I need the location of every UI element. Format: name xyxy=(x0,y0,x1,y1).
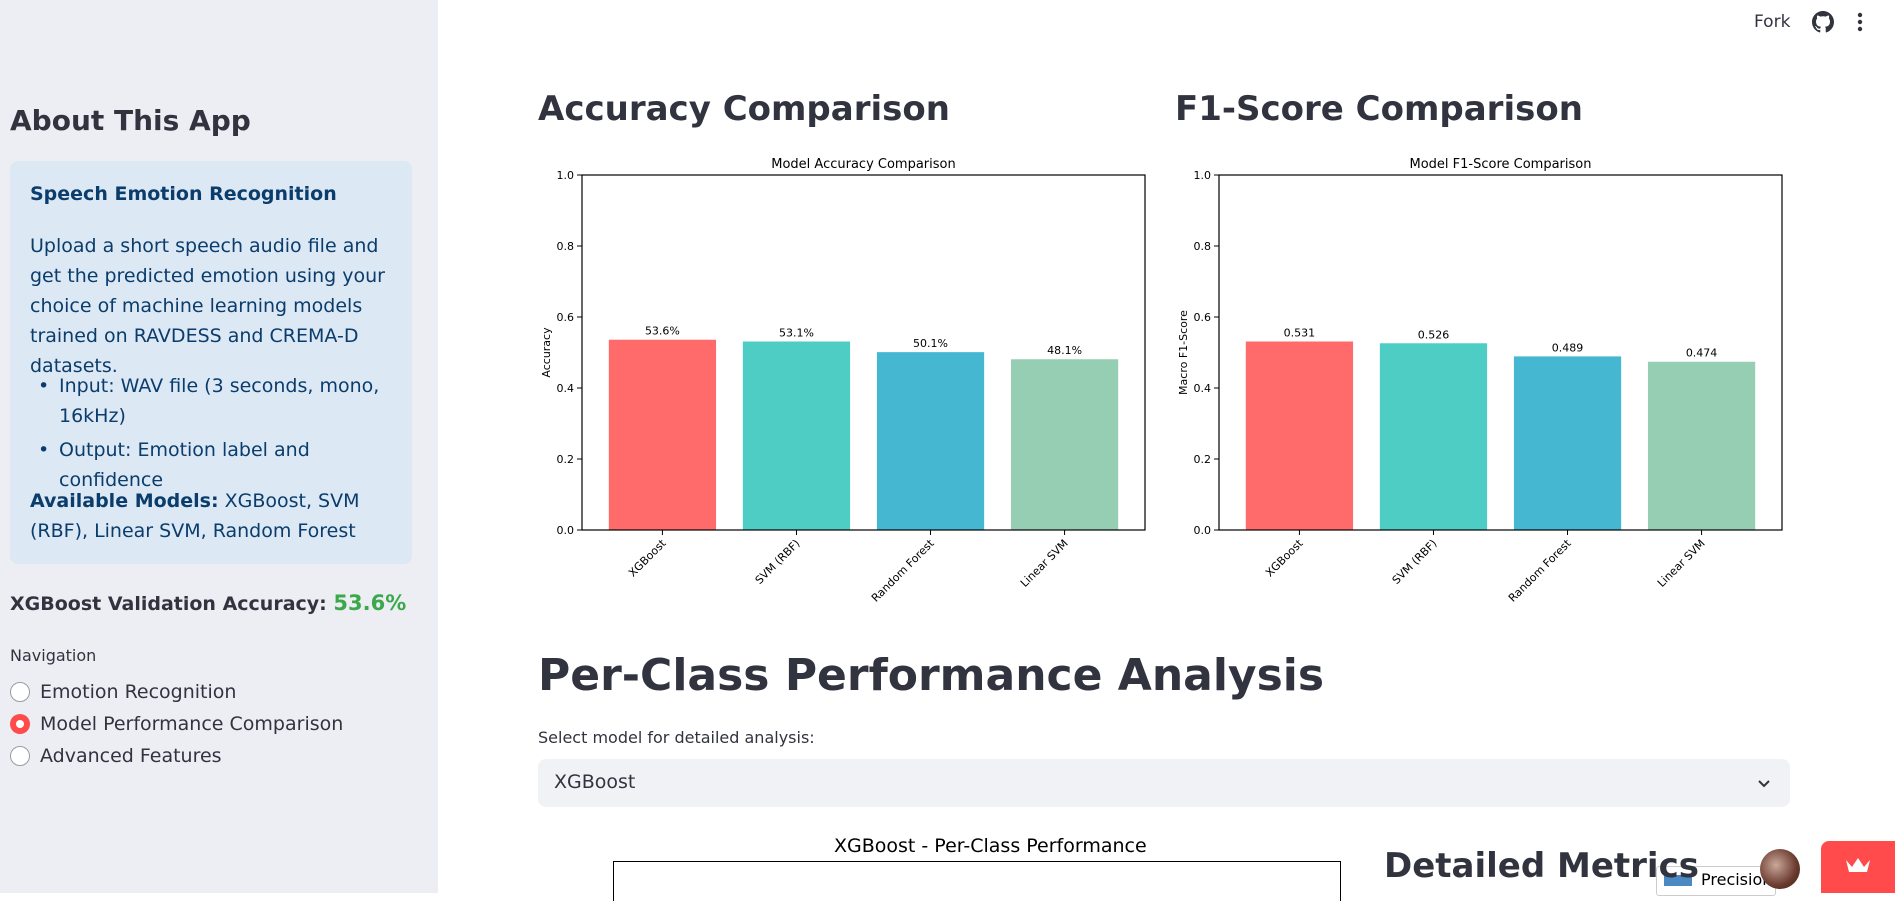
bar xyxy=(742,341,851,530)
radio-unselected-icon[interactable] xyxy=(10,746,30,766)
x-tick-label: SVM (RBF) xyxy=(1390,537,1440,587)
bar xyxy=(1010,359,1119,530)
available-models-label: Available Models: xyxy=(30,490,219,512)
info-title: Speech Emotion Recognition xyxy=(30,183,337,205)
y-tick-label: 0.6 xyxy=(1194,311,1212,324)
bar xyxy=(608,339,717,530)
x-tick-label: XGBoost xyxy=(1263,536,1306,579)
per-class-heading: Per-Class Performance Analysis xyxy=(538,650,1325,701)
radio-selected-icon[interactable] xyxy=(10,714,30,734)
y-tick-label: 0.2 xyxy=(1194,453,1212,466)
x-tick-label: SVM (RBF) xyxy=(753,537,803,587)
info-bullet-input: Input: WAV file (3 seconds, mono, 16kHz) xyxy=(30,371,405,431)
bar xyxy=(1647,361,1756,530)
legend-swatch-precision xyxy=(1664,875,1692,886)
accuracy-chart: Model Accuracy Comparison 0.0 0.2 0.4 0.6 0.8… xyxy=(540,157,1146,605)
info-description: Upload a short speech audio file and get… xyxy=(30,235,385,377)
per-class-chart-title: XGBoost - Per-Class Performance xyxy=(834,835,1147,857)
bar-data-label: 50.1% xyxy=(913,337,948,350)
validation-accuracy-label: XGBoost Validation Accuracy: xyxy=(10,593,327,615)
streamlit-badge-button[interactable] xyxy=(1821,841,1895,893)
x-tick-label: Random Forest xyxy=(869,536,937,604)
bar-data-label: 48.1% xyxy=(1047,344,1082,357)
kebab-menu-icon[interactable] xyxy=(1854,11,1866,33)
bar xyxy=(1513,356,1622,530)
sidebar: About This App Speech Emotion Recognitio… xyxy=(0,0,438,893)
model-select[interactable]: XGBoost xyxy=(538,759,1790,807)
x-tick-label: Linear SVM xyxy=(1655,537,1708,590)
x-tick-label: XGBoost xyxy=(626,536,669,579)
bar-data-label: 0.531 xyxy=(1284,326,1316,339)
plot-frame xyxy=(1218,174,1783,531)
nav-radio-label: Advanced Features xyxy=(40,745,222,767)
chart-title: Model Accuracy Comparison xyxy=(771,157,955,172)
info-bullet-output: Output: Emotion label and confidence xyxy=(30,435,405,495)
bar xyxy=(1379,343,1488,530)
y-tick-label: 0.0 xyxy=(557,524,575,537)
x-tick-label: Random Forest xyxy=(1506,536,1574,604)
bar-data-label: 53.6% xyxy=(645,325,680,338)
bar xyxy=(1245,341,1354,530)
nav-radio-advanced-features[interactable]: Advanced Features xyxy=(10,743,222,769)
main-content: Fork Accuracy Comparison F1-Score Compar… xyxy=(438,0,1895,901)
avatar[interactable] xyxy=(1760,849,1800,889)
y-tick-label: 0.2 xyxy=(557,453,575,466)
validation-accuracy: XGBoost Validation Accuracy: 53.6% xyxy=(10,591,406,615)
x-tick-label: Linear SVM xyxy=(1018,537,1071,590)
detailed-metrics-heading: Detailed Metrics xyxy=(1384,846,1699,886)
github-icon[interactable] xyxy=(1812,11,1834,33)
accuracy-heading: Accuracy Comparison xyxy=(538,89,950,129)
plot-frame xyxy=(581,174,1146,531)
y-tick-label: 0.6 xyxy=(557,311,575,324)
info-bullets: Input: WAV file (3 seconds, mono, 16kHz)… xyxy=(30,371,405,499)
select-model-label: Select model for detailed analysis: xyxy=(538,728,815,747)
chevron-down-icon xyxy=(1758,780,1770,788)
y-tick-label: 1.0 xyxy=(557,169,575,182)
info-box: Speech Emotion Recognition Upload a shor… xyxy=(10,161,412,564)
y-axis-label: Accuracy xyxy=(540,327,553,378)
bar-data-label: 0.474 xyxy=(1686,347,1718,360)
y-axis-label: Macro F1-Score xyxy=(1177,310,1190,395)
fork-button[interactable]: Fork xyxy=(1754,12,1791,32)
navigation-label: Navigation xyxy=(10,646,97,665)
chart-title: Model F1-Score Comparison xyxy=(1410,157,1592,172)
y-tick-label: 0.4 xyxy=(1194,382,1212,395)
legend-label-precision: Precision xyxy=(1701,870,1773,889)
y-tick-label: 0.0 xyxy=(1194,524,1212,537)
model-select-value: XGBoost xyxy=(554,771,636,793)
bar-data-label: 0.489 xyxy=(1552,341,1584,354)
nav-radio-emotion-recognition[interactable]: Emotion Recognition xyxy=(10,679,236,705)
crown-icon xyxy=(1846,858,1870,872)
validation-accuracy-value: 53.6% xyxy=(333,591,407,615)
y-tick-label: 0.8 xyxy=(557,240,575,253)
nav-radio-model-performance-comparison[interactable]: Model Performance Comparison xyxy=(10,711,343,737)
f1-chart: Model F1-Score Comparison 0.0 0.2 0.4 0.6 0.8… xyxy=(1177,157,1783,605)
available-models: Available Models: XGBoost, SVM (RBF), Li… xyxy=(30,486,405,546)
y-tick-label: 0.4 xyxy=(557,382,575,395)
sidebar-heading: About This App xyxy=(10,104,251,137)
available-models-value: XGBoost, SVM (RBF), Linear SVM, Random F… xyxy=(30,490,360,542)
nav-radio-label: Model Performance Comparison xyxy=(40,713,344,735)
bar xyxy=(876,352,985,530)
y-tick-label: 1.0 xyxy=(1194,169,1212,182)
bar-data-label: 53.1% xyxy=(779,326,814,339)
f1-heading: F1-Score Comparison xyxy=(1175,89,1583,129)
per-class-chart-frame xyxy=(613,861,1341,901)
radio-unselected-icon[interactable] xyxy=(10,682,30,702)
nav-radio-label: Emotion Recognition xyxy=(40,681,237,703)
bar-data-label: 0.526 xyxy=(1418,328,1450,341)
y-tick-label: 0.8 xyxy=(1194,240,1212,253)
